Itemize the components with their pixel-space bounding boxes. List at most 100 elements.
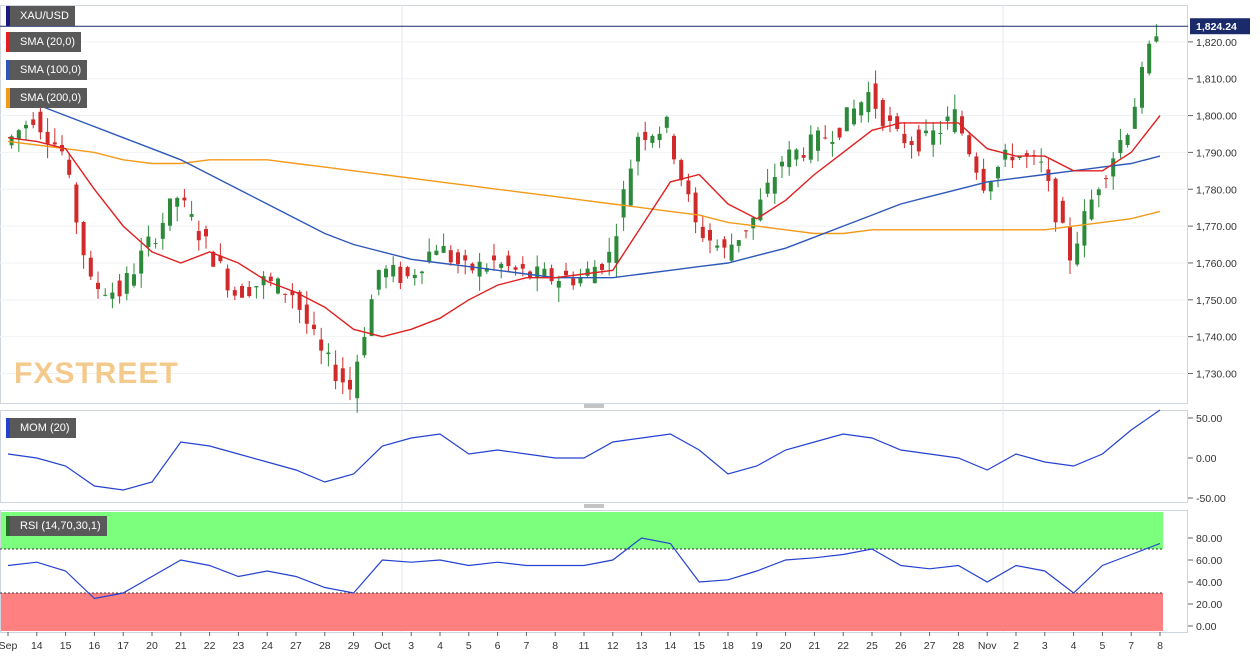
candle-body [196, 231, 201, 241]
candle-body [434, 250, 439, 255]
xtick-label: 27 [290, 640, 302, 652]
xtick-label: 3 [408, 640, 414, 652]
rsi-ytick-label: 0.00 [1196, 621, 1217, 633]
candle-body [996, 166, 1000, 179]
xtick-label: 26 [895, 640, 907, 652]
candle-body [312, 324, 316, 330]
candle-body [535, 266, 540, 278]
xtick-label: 3 [1042, 640, 1048, 652]
candle-body [628, 168, 633, 206]
xtick-label: 21 [809, 640, 821, 652]
candle-body [240, 286, 244, 298]
xtick-label: 5 [1099, 640, 1105, 652]
candle-body [74, 184, 79, 223]
candle-body [715, 245, 720, 248]
xtick-label: 21 [175, 640, 187, 652]
candle-body [1053, 178, 1058, 223]
candle-body [859, 102, 864, 116]
legend-rsi: RSI (14,70,30,1) [6, 516, 107, 536]
candle-body [744, 230, 748, 232]
candle-body [708, 230, 712, 241]
candle-body [484, 268, 489, 272]
candle-body [218, 255, 223, 262]
candle-body [520, 264, 525, 269]
candle-body [772, 177, 777, 194]
candle-body [189, 214, 194, 217]
main-ytick-label: 1,770.00 [1196, 221, 1237, 233]
legend-sma20: SMA (20,0) [6, 32, 82, 52]
candle-body [1075, 243, 1080, 265]
xtick-label: 11 [579, 640, 590, 652]
candle-body [787, 149, 792, 168]
candle-body [578, 277, 583, 284]
candle-body [556, 280, 561, 288]
candle-body [571, 278, 576, 286]
xtick-label: 16 [89, 640, 101, 652]
candle-body [232, 290, 237, 296]
xtick-label: 4 [1071, 640, 1077, 652]
candle-body [110, 292, 115, 299]
candle-body [477, 261, 482, 277]
candle-body [38, 111, 43, 133]
xtick-label: 17 [117, 640, 129, 652]
xtick-label: 23 [233, 640, 245, 652]
main-ytick-label: 1,800.00 [1196, 111, 1237, 123]
mom-line [7, 409, 1161, 491]
candle-body [945, 116, 950, 122]
candle-body [369, 299, 374, 336]
candle-body [549, 268, 554, 282]
candle-body [290, 291, 295, 296]
candle-body [607, 251, 612, 263]
xtick-label: 29 [348, 640, 360, 652]
candle-body [506, 255, 511, 267]
candle-body [564, 270, 568, 276]
rsi-overbought-zone [1, 512, 1163, 549]
candle-body [960, 116, 964, 134]
candle-body [686, 180, 691, 195]
rsi-ytick-label: 40.00 [1196, 577, 1222, 589]
candle-body [722, 239, 727, 248]
candle-body [225, 268, 230, 291]
candle-body [974, 156, 979, 173]
panel-frame-2 [0, 410, 1188, 503]
candle-body [182, 197, 187, 201]
candle-body [1118, 140, 1123, 154]
candle-body [888, 115, 892, 121]
candle-body [808, 134, 813, 160]
candle-body [304, 304, 309, 324]
xtick-label: 4 [437, 640, 443, 652]
candle-body [384, 268, 388, 278]
candle-body [830, 141, 835, 144]
candle-body [124, 272, 129, 294]
candle-body [880, 99, 885, 127]
candle-body [1104, 178, 1108, 180]
xtick-label: Sep [0, 640, 17, 652]
candle-body [52, 142, 57, 145]
candle-body [333, 364, 338, 382]
candle-body [96, 282, 100, 290]
candle-body [801, 155, 806, 158]
xtick-label: 28 [953, 640, 965, 652]
candle-body [614, 236, 619, 263]
legend-sma200: SMA (200,0) [6, 88, 88, 108]
candle-body [146, 236, 151, 248]
candle-body [600, 264, 604, 270]
candle-body [837, 127, 842, 138]
candle-body [794, 149, 799, 160]
xtick-label: 22 [204, 640, 216, 652]
candle-body [585, 268, 590, 276]
candle-body [736, 240, 741, 246]
candle-body [650, 135, 655, 143]
candle-body [664, 116, 669, 128]
xtick-label: Oct [374, 640, 390, 652]
candle-body [902, 133, 907, 144]
panel-frame-3 [0, 510, 1188, 633]
xtick-label: 25 [866, 640, 878, 652]
rsi-line [7, 537, 1161, 600]
candle-body [492, 255, 496, 261]
xtick-label: 14 [31, 640, 43, 652]
candle-body [592, 266, 597, 284]
candle-body [139, 250, 144, 274]
